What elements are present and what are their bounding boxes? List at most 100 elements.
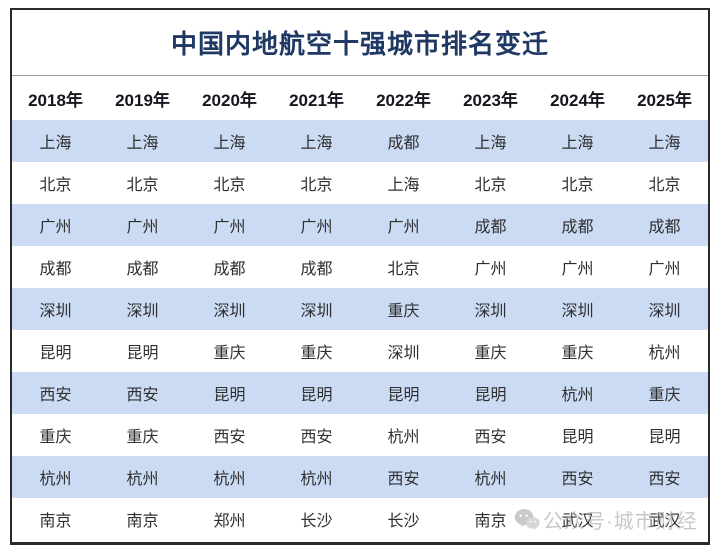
city-cell: 杭州: [534, 372, 621, 414]
city-cell: 重庆: [534, 330, 621, 372]
table-row: 昆明 昆明 重庆 重庆 深圳 重庆 重庆 杭州: [12, 330, 708, 372]
table-row: 上海 上海 上海 上海 成都 上海 上海 上海: [12, 120, 708, 162]
city-cell: 广州: [360, 204, 447, 246]
city-cell: 成都: [273, 246, 360, 288]
city-cell: 杭州: [99, 456, 186, 498]
city-cell: 成都: [186, 246, 273, 288]
city-cell: 西安: [273, 414, 360, 456]
city-cell: 上海: [447, 120, 534, 162]
city-cell: 重庆: [12, 414, 99, 456]
city-cell: 成都: [12, 246, 99, 288]
city-cell: 成都: [534, 204, 621, 246]
table-row: 广州 广州 广州 广州 广州 成都 成都 成都: [12, 204, 708, 246]
city-cell: 上海: [360, 162, 447, 204]
table-row: 成都 成都 成都 成都 北京 广州 广州 广州: [12, 246, 708, 288]
city-cell: 深圳: [447, 288, 534, 330]
city-cell: 深圳: [273, 288, 360, 330]
city-cell: 西安: [360, 456, 447, 498]
year-header-cell: 2024年: [534, 76, 621, 120]
city-cell: 杭州: [273, 456, 360, 498]
city-cell: 重庆: [447, 330, 534, 372]
city-cell: 南京: [447, 498, 534, 540]
city-cell: 上海: [186, 120, 273, 162]
city-cell: 北京: [534, 162, 621, 204]
city-cell: 杭州: [447, 456, 534, 498]
city-cell: 西安: [99, 372, 186, 414]
city-cell: 深圳: [186, 288, 273, 330]
city-cell: 北京: [273, 162, 360, 204]
city-cell: 北京: [12, 162, 99, 204]
city-cell: 昆明: [273, 372, 360, 414]
table-row: 南京 南京 郑州 长沙 长沙 南京 武汉 武汉: [12, 498, 708, 540]
city-cell: 北京: [621, 162, 708, 204]
year-header-cell: 2021年: [273, 76, 360, 120]
city-cell: 上海: [99, 120, 186, 162]
city-cell: 深圳: [12, 288, 99, 330]
city-cell: 南京: [99, 498, 186, 540]
city-cell: 武汉: [621, 498, 708, 540]
year-header-cell: 2025年: [621, 76, 708, 120]
city-cell: 昆明: [360, 372, 447, 414]
city-cell: 武汉: [534, 498, 621, 540]
city-cell: 北京: [186, 162, 273, 204]
city-cell: 上海: [273, 120, 360, 162]
city-cell: 西安: [447, 414, 534, 456]
table-row: 杭州 杭州 杭州 杭州 西安 杭州 西安 西安: [12, 456, 708, 498]
table-row: 深圳 深圳 深圳 深圳 重庆 深圳 深圳 深圳: [12, 288, 708, 330]
year-header-row: 2018年 2019年 2020年 2021年 2022年 2023年 2024年 2025年: [12, 76, 708, 120]
city-cell: 广州: [273, 204, 360, 246]
table-row: 重庆 重庆 西安 西安 杭州 西安 昆明 昆明: [12, 414, 708, 456]
city-cell: 成都: [621, 204, 708, 246]
city-cell: 成都: [99, 246, 186, 288]
table-row: 北京 北京 北京 北京 上海 北京 北京 北京: [12, 162, 708, 204]
city-cell: 成都: [447, 204, 534, 246]
city-cell: 长沙: [360, 498, 447, 540]
city-cell: 郑州: [186, 498, 273, 540]
city-cell: 重庆: [186, 330, 273, 372]
year-header-cell: 2018年: [12, 76, 99, 120]
city-cell: 广州: [621, 246, 708, 288]
table-row: 西安 西安 昆明 昆明 昆明 昆明 杭州 重庆: [12, 372, 708, 414]
city-cell: 杭州: [186, 456, 273, 498]
city-cell: 北京: [360, 246, 447, 288]
city-cell: 重庆: [621, 372, 708, 414]
city-cell: 昆明: [12, 330, 99, 372]
year-header-cell: 2022年: [360, 76, 447, 120]
city-cell: 杭州: [621, 330, 708, 372]
city-cell: 昆明: [534, 414, 621, 456]
city-cell: 广州: [12, 204, 99, 246]
city-cell: 广州: [99, 204, 186, 246]
city-cell: 广州: [186, 204, 273, 246]
city-cell: 上海: [534, 120, 621, 162]
page-title: 中国内地航空十强城市排名变迁: [170, 29, 549, 59]
city-cell: 深圳: [534, 288, 621, 330]
city-cell: 重庆: [99, 414, 186, 456]
city-cell: 长沙: [273, 498, 360, 540]
city-cell: 重庆: [360, 288, 447, 330]
city-cell: 南京: [12, 498, 99, 540]
city-cell: 杭州: [360, 414, 447, 456]
ranking-table-frame: 中国内地航空十强城市排名变迁 2018年 2019年 2020年 2021年 2022年…: [10, 8, 710, 545]
city-cell: 昆明: [621, 414, 708, 456]
city-cell: 上海: [621, 120, 708, 162]
title-bar: 中国内地航空十强城市排名变迁: [12, 10, 708, 76]
city-cell: 深圳: [360, 330, 447, 372]
year-header-cell: 2023年: [447, 76, 534, 120]
city-cell: 昆明: [186, 372, 273, 414]
city-cell: 北京: [447, 162, 534, 204]
city-cell: 杭州: [12, 456, 99, 498]
city-cell: 深圳: [621, 288, 708, 330]
city-cell: 昆明: [99, 330, 186, 372]
city-cell: 广州: [534, 246, 621, 288]
city-cell: 西安: [186, 414, 273, 456]
city-cell: 重庆: [273, 330, 360, 372]
city-cell: 西安: [12, 372, 99, 414]
city-cell: 西安: [534, 456, 621, 498]
city-cell: 上海: [12, 120, 99, 162]
year-header-cell: 2020年: [186, 76, 273, 120]
city-cell: 广州: [447, 246, 534, 288]
ranking-table-body: 上海 上海 上海 上海 成都 上海 上海 上海 北京 北京 北京 北京 上海 北京 北京 北京 广州 广州 广州 广州…: [12, 120, 708, 540]
city-cell: 深圳: [99, 288, 186, 330]
city-cell: 昆明: [447, 372, 534, 414]
